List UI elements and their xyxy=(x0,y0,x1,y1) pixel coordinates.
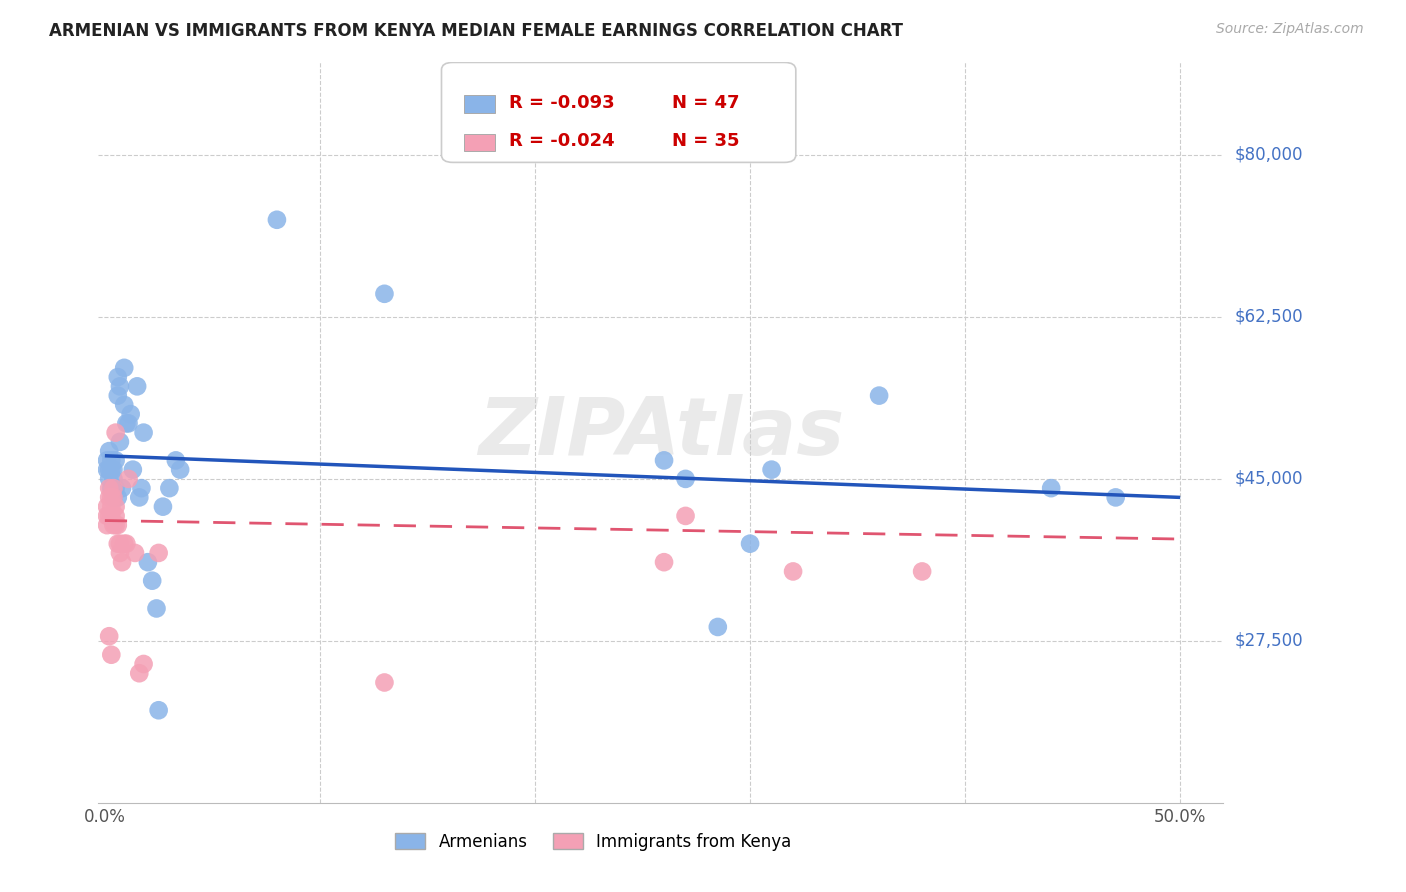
Point xyxy=(98,444,121,458)
Point xyxy=(108,379,131,393)
Point xyxy=(782,565,804,579)
Point xyxy=(141,574,163,588)
Point xyxy=(104,508,127,523)
Point xyxy=(111,481,134,495)
Text: $80,000: $80,000 xyxy=(1234,146,1303,164)
Point xyxy=(112,360,135,375)
Point xyxy=(675,508,697,523)
Text: N = 47: N = 47 xyxy=(672,94,740,112)
Text: ARMENIAN VS IMMIGRANTS FROM KENYA MEDIAN FEMALE EARNINGS CORRELATION CHART: ARMENIAN VS IMMIGRANTS FROM KENYA MEDIAN… xyxy=(49,22,903,40)
Text: ZIPAtlas: ZIPAtlas xyxy=(478,393,844,472)
Point xyxy=(1105,491,1128,505)
Point xyxy=(115,536,138,550)
Point xyxy=(911,565,934,579)
Point xyxy=(107,388,129,402)
Point xyxy=(96,462,118,476)
Point xyxy=(148,546,170,560)
Point xyxy=(100,453,122,467)
Point xyxy=(103,518,125,533)
Point xyxy=(266,212,288,227)
Point xyxy=(98,472,121,486)
Point xyxy=(107,536,129,550)
Point xyxy=(652,453,675,467)
Point xyxy=(112,536,135,550)
Point xyxy=(103,491,125,505)
Point xyxy=(132,657,155,671)
Point xyxy=(104,481,127,495)
Point xyxy=(98,462,121,476)
Point xyxy=(761,462,783,476)
Point xyxy=(675,472,697,486)
Point xyxy=(98,491,121,505)
Point xyxy=(108,434,131,449)
Point xyxy=(131,481,153,495)
Point xyxy=(103,472,125,486)
Point xyxy=(652,555,675,569)
Point xyxy=(100,508,122,523)
Point xyxy=(103,462,125,476)
Text: $27,500: $27,500 xyxy=(1234,632,1303,650)
Point xyxy=(100,648,122,662)
Point xyxy=(103,491,125,505)
Point xyxy=(107,491,129,505)
Point xyxy=(373,675,395,690)
Text: N = 35: N = 35 xyxy=(672,132,740,150)
Point xyxy=(157,481,180,495)
Point xyxy=(868,388,890,402)
Point xyxy=(104,453,127,467)
Point xyxy=(96,508,118,523)
Text: $62,500: $62,500 xyxy=(1234,308,1303,326)
Text: Source: ZipAtlas.com: Source: ZipAtlas.com xyxy=(1216,22,1364,37)
FancyBboxPatch shape xyxy=(464,134,495,152)
Point xyxy=(112,398,135,412)
Text: R = -0.024: R = -0.024 xyxy=(509,132,614,150)
Point xyxy=(107,370,129,384)
Point xyxy=(104,425,127,440)
Point xyxy=(111,555,134,569)
Point xyxy=(108,546,131,560)
Point xyxy=(120,407,142,421)
Point xyxy=(373,286,395,301)
FancyBboxPatch shape xyxy=(441,62,796,162)
Legend: Armenians, Immigrants from Kenya: Armenians, Immigrants from Kenya xyxy=(388,826,799,857)
Point xyxy=(104,518,127,533)
Point xyxy=(117,472,139,486)
Point xyxy=(738,536,761,550)
Point xyxy=(103,481,125,495)
Point xyxy=(145,601,167,615)
Point xyxy=(128,666,150,681)
Point xyxy=(707,620,730,634)
Point xyxy=(107,518,129,533)
Point xyxy=(169,462,191,476)
Point xyxy=(100,462,122,476)
Point xyxy=(115,417,138,431)
FancyBboxPatch shape xyxy=(464,95,495,113)
Point xyxy=(96,453,118,467)
Point xyxy=(108,536,131,550)
Point xyxy=(132,425,155,440)
Point xyxy=(96,518,118,533)
Point xyxy=(136,555,159,569)
Point xyxy=(98,481,121,495)
Point xyxy=(165,453,187,467)
Point xyxy=(124,546,146,560)
Point xyxy=(100,500,122,514)
Point xyxy=(152,500,174,514)
Point xyxy=(100,491,122,505)
Point xyxy=(98,508,121,523)
Point xyxy=(121,462,143,476)
Point xyxy=(117,417,139,431)
Point xyxy=(100,481,122,495)
Text: R = -0.093: R = -0.093 xyxy=(509,94,614,112)
Point xyxy=(104,500,127,514)
Point xyxy=(128,491,150,505)
Point xyxy=(98,629,121,643)
Point xyxy=(127,379,149,393)
Point xyxy=(148,703,170,717)
Point xyxy=(96,500,118,514)
Text: $45,000: $45,000 xyxy=(1234,470,1303,488)
Point xyxy=(1040,481,1063,495)
